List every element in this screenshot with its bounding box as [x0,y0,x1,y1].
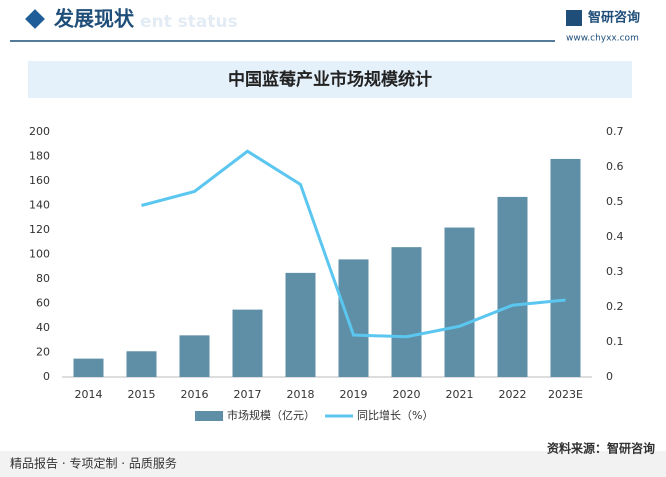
header-watermark: ent status [140,12,238,32]
y-tick-label: 120 [29,223,50,236]
legend-swatch [195,411,223,421]
header-title: 发展现状 [53,7,135,31]
line [141,149,566,339]
x-tick-label: 2022 [499,388,527,401]
footer-bar [0,451,666,477]
footer-source: 资料来源：智研咨询 [547,441,655,456]
footer-slogan: 精品报告 · 专项定制 · 品质服务 [10,456,177,471]
y2-tick-label: 0.4 [606,230,624,243]
x-tick-label: 2017 [234,388,262,401]
y-tick-label: 40 [36,321,50,334]
bar [73,358,104,377]
bar [232,309,263,377]
y2-tick-label: 0 [606,370,613,383]
y-tick-label: 0 [43,370,50,383]
bar [126,351,157,377]
brand-logo [566,10,582,26]
bar [497,196,528,377]
y-tick-label: 180 [29,150,50,163]
y-tick-label: 20 [36,346,50,359]
y2-tick-label: 0.7 [606,125,624,138]
chart-title: 中国蓝莓产业市场规模统计 [228,69,432,90]
y2-tick-label: 0.6 [606,160,624,173]
y-tick-label: 200 [29,125,50,138]
y-tick-label: 100 [29,248,50,261]
y-tick-label: 160 [29,174,50,187]
legend-label: 同比增长（%） [357,408,433,422]
x-tick-label: 2016 [181,388,209,401]
x-tick-label: 2018 [287,388,315,401]
bar [179,335,210,377]
bar [338,259,369,377]
y2-tick-label: 0.1 [606,335,624,348]
x-tick-label: 2019 [340,388,368,401]
y2-tick-label: 0.2 [606,300,624,313]
x-tick-label: 2023E [548,388,583,401]
x-tick-label: 2021 [446,388,474,401]
y-tick-label: 80 [36,272,50,285]
bar [550,158,581,377]
bar [391,247,422,377]
x-tick-label: 2014 [75,388,103,401]
brand-name: 智研咨询 [588,10,640,26]
y-tick-label: 60 [36,297,50,310]
x-tick-label: 2015 [128,388,156,401]
y2-tick-label: 0.3 [606,265,624,278]
legend-label: 市场规模（亿元） [227,408,315,422]
bar [285,272,316,377]
bar [444,227,475,377]
title-box [28,61,632,98]
y-tick-label: 140 [29,199,50,212]
brand-url: www.chyxx.com [566,34,639,44]
y2-tick-label: 0.5 [606,195,624,208]
x-tick-label: 2020 [393,388,421,401]
